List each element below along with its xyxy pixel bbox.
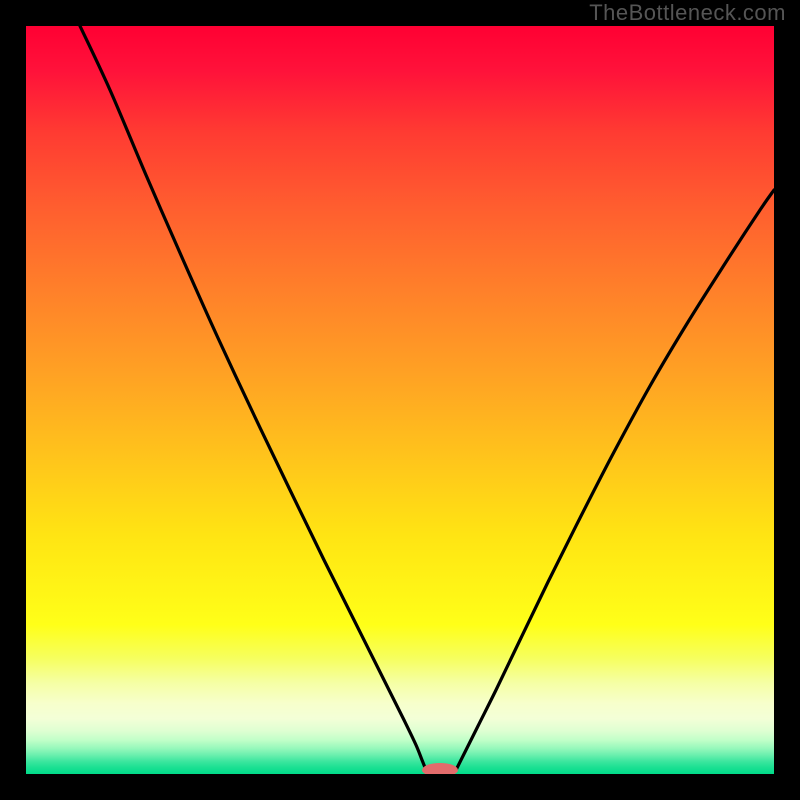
watermark-text: TheBottleneck.com — [589, 0, 786, 26]
bottleneck-curve-chart — [0, 0, 800, 800]
chart-canvas: TheBottleneck.com — [0, 0, 800, 800]
chart-gradient-background — [26, 26, 774, 774]
